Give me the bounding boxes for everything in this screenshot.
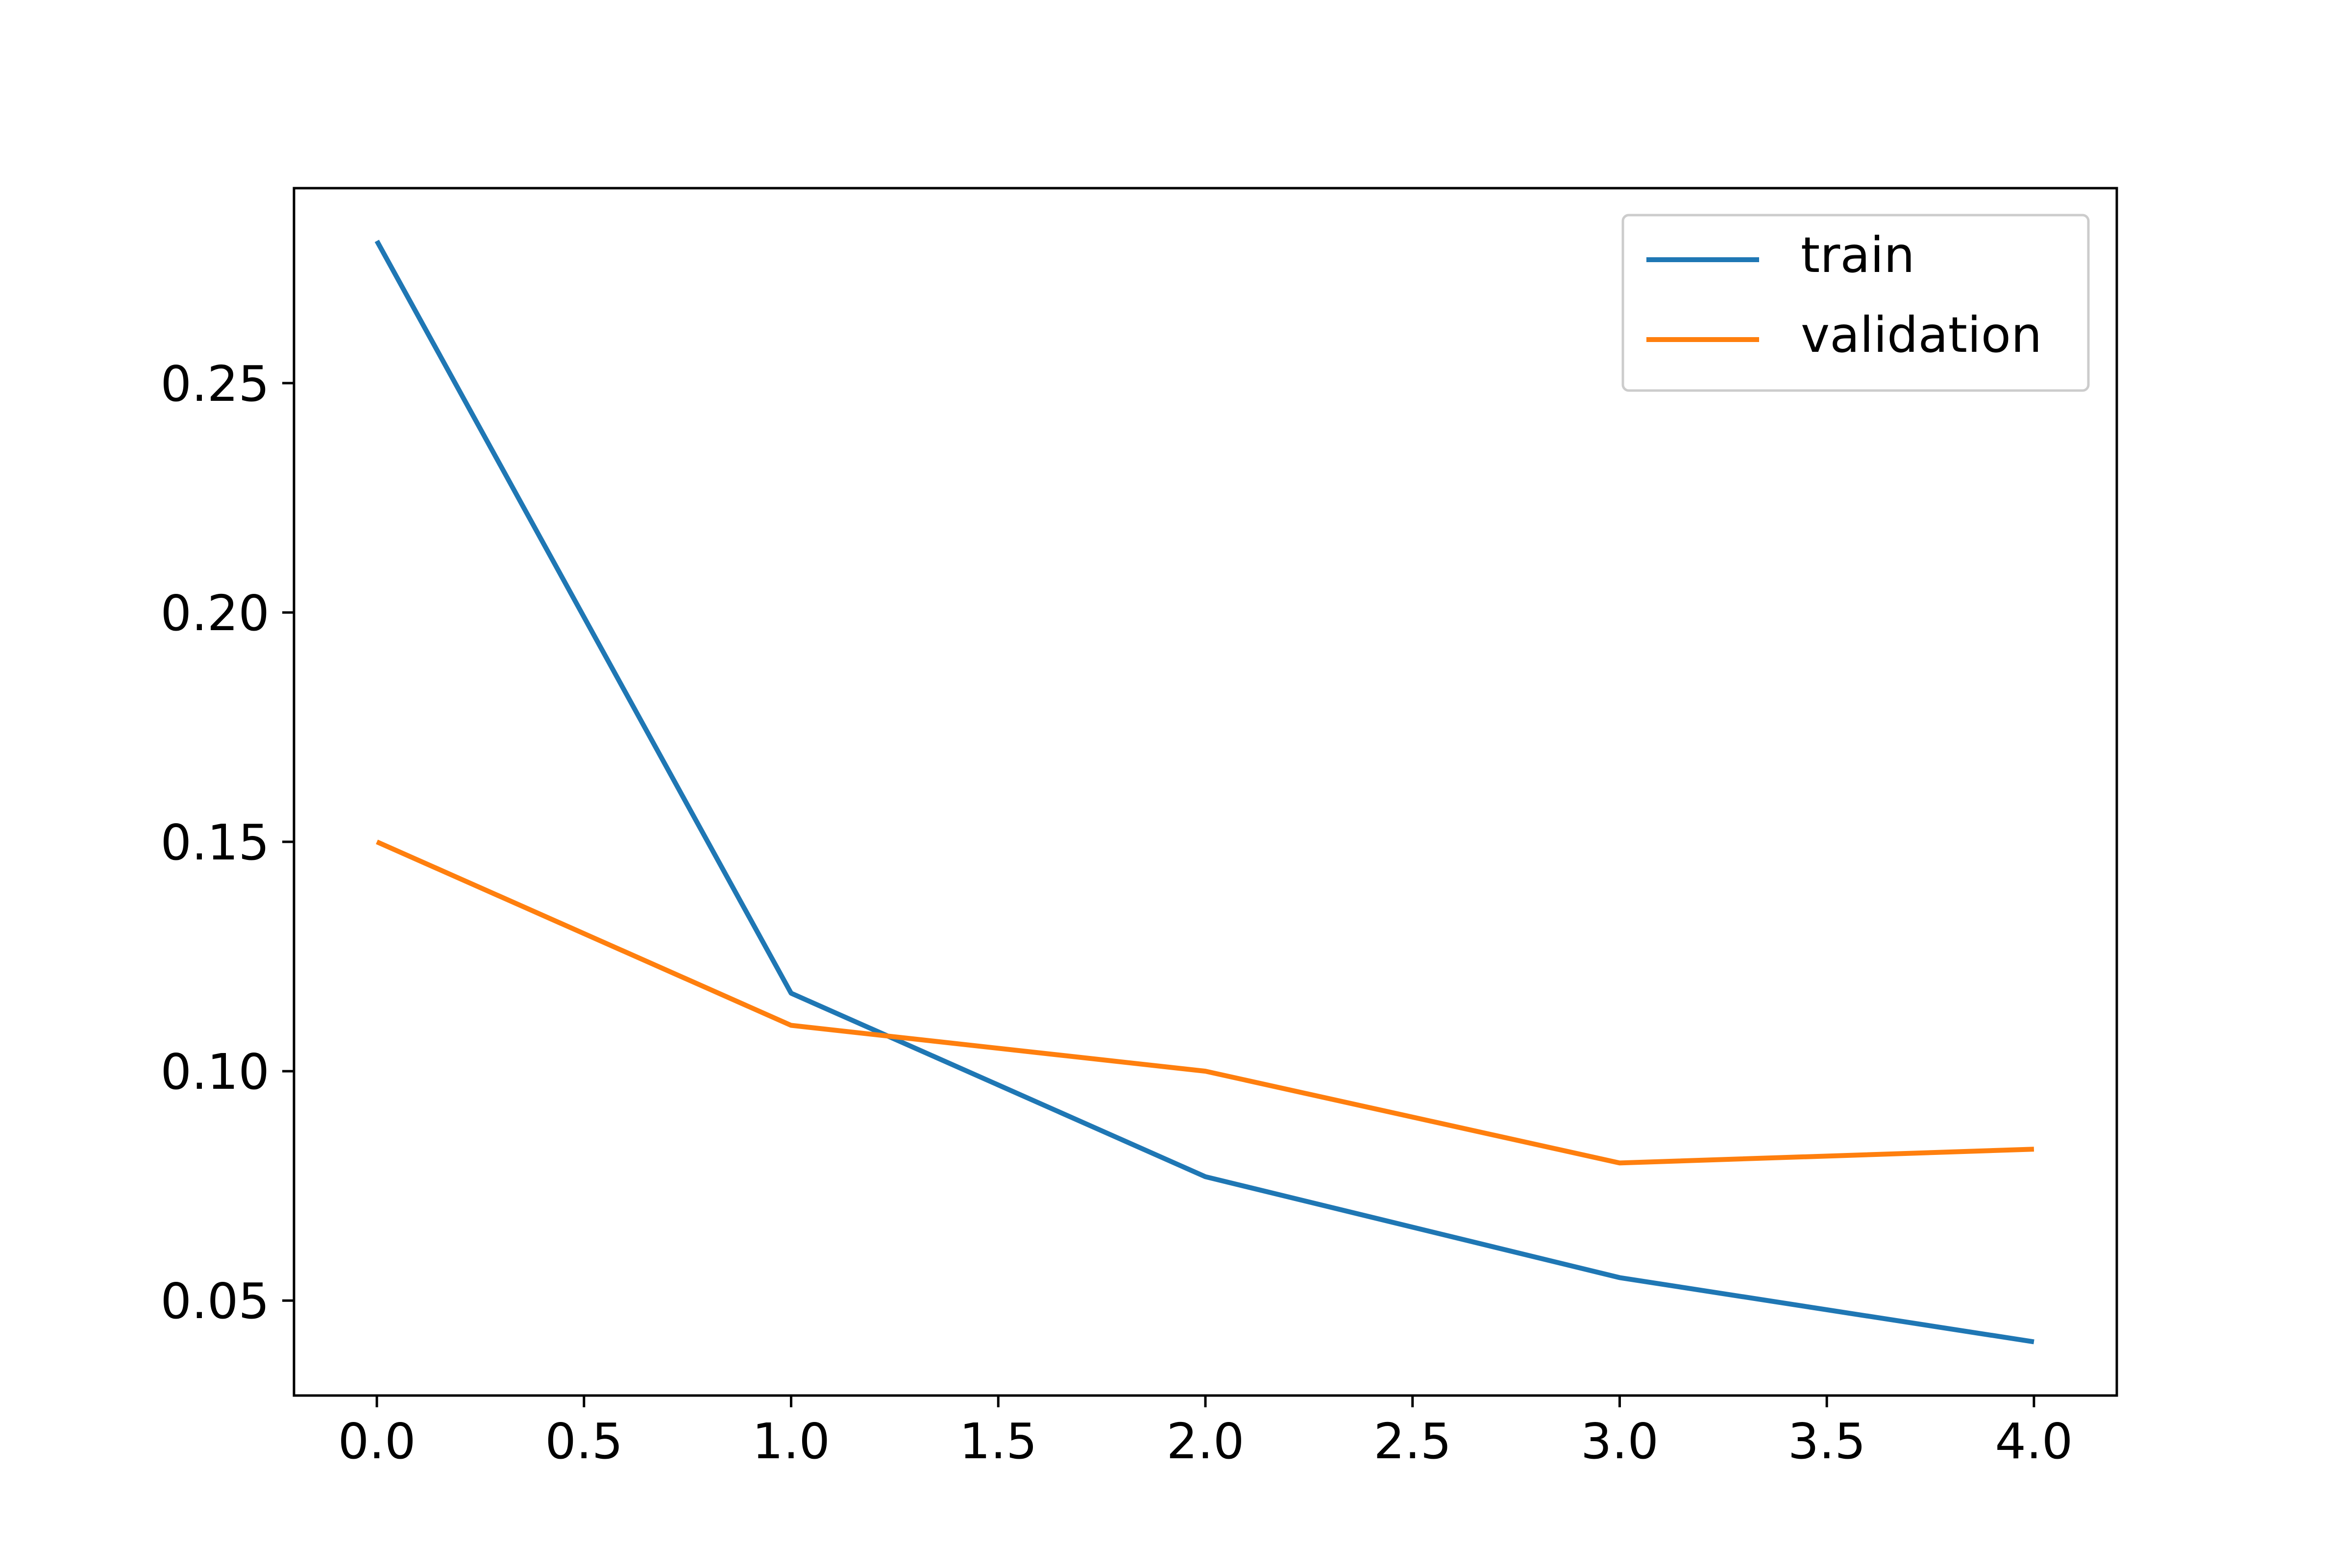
x-tick-label: 2.0 (1166, 1413, 1244, 1470)
legend-train-label: train (1801, 226, 1915, 284)
x-tick-label: 1.5 (959, 1413, 1037, 1470)
y-tick-label: 0.05 (160, 1273, 270, 1330)
x-tick-label: 3.0 (1581, 1413, 1659, 1470)
y-tick-label: 0.15 (160, 814, 270, 871)
legend: train validation (1621, 214, 2090, 392)
y-tick-label: 0.25 (160, 355, 270, 413)
x-tick-label: 0.0 (338, 1413, 416, 1470)
x-tick-label: 4.0 (1995, 1413, 2073, 1470)
y-tick-label: 0.10 (160, 1043, 270, 1101)
y-tick-label: 0.20 (160, 585, 270, 642)
x-tick-label: 0.5 (545, 1413, 623, 1470)
x-tick-label: 2.5 (1373, 1413, 1451, 1470)
legend-validation-label: validation (1801, 306, 2042, 364)
x-tick-label: 3.5 (1788, 1413, 1866, 1470)
x-tick-label: 1.0 (752, 1413, 830, 1470)
